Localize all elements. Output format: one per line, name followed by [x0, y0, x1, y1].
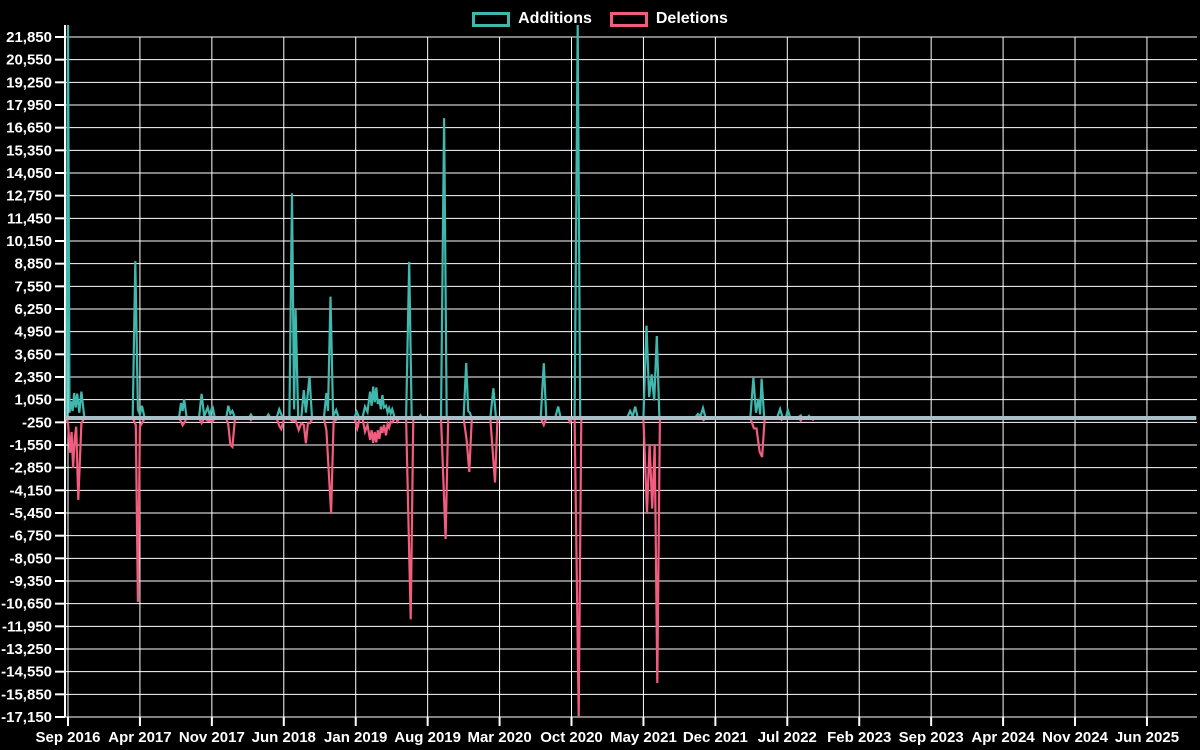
y-tick-label: 16,650 — [6, 120, 52, 137]
additions-swatch-icon — [472, 11, 511, 27]
y-tick-label: 7,550 — [14, 278, 52, 295]
y-tick-label: 20,550 — [6, 52, 52, 69]
x-tick-label: Nov 2017 — [179, 729, 245, 746]
x-tick-label: Sep 2016 — [35, 729, 100, 746]
y-tick-label: -5,450 — [9, 505, 52, 522]
y-tick-label: -1,550 — [9, 437, 52, 454]
y-tick-label: 3,650 — [14, 346, 52, 363]
y-tick-label: 1,050 — [14, 392, 52, 409]
y-tick-label: -14,550 — [1, 664, 52, 681]
y-tick-label: -15,850 — [1, 686, 52, 703]
y-tick-label: 4,950 — [14, 324, 52, 341]
legend-label-additions: Additions — [518, 10, 592, 27]
x-tick-label: Jan 2019 — [324, 729, 387, 746]
y-tick-label: -9,350 — [9, 573, 52, 590]
y-tick-label: -250 — [22, 414, 52, 431]
y-tick-label: -6,750 — [9, 528, 52, 545]
x-tick-label: Oct 2020 — [540, 729, 603, 746]
x-tick-label: Apr 2024 — [971, 729, 1035, 746]
y-tick-label: 15,350 — [6, 142, 52, 159]
additions-line — [65, 25, 1194, 420]
legend-label-deletions: Deletions — [655, 10, 728, 27]
y-tick-label: 21,850 — [6, 29, 52, 46]
y-tick-label: 19,250 — [6, 74, 52, 91]
y-tick-label: -13,250 — [1, 641, 52, 658]
x-tick-label: Sep 2023 — [899, 729, 964, 746]
y-tick-label: -11,950 — [2, 618, 52, 635]
deletions-swatch-icon — [609, 11, 648, 27]
x-tick-label: Jul 2022 — [758, 729, 817, 746]
y-tick-label: 8,850 — [14, 256, 52, 273]
x-tick-label: Nov 2024 — [1042, 729, 1109, 746]
y-tick-label: 12,750 — [6, 188, 52, 205]
x-tick-label: Jun 2018 — [252, 729, 316, 746]
x-tick-label: May 2021 — [610, 729, 677, 746]
x-tick-label: Aug 2019 — [394, 729, 461, 746]
y-tick-label: -10,650 — [1, 596, 52, 613]
x-tick-label: Mar 2020 — [467, 729, 531, 746]
y-tick-label: -8,050 — [9, 550, 52, 567]
y-tick-label: -4,150 — [9, 482, 52, 499]
y-tick-label: 10,150 — [6, 233, 52, 250]
x-tick-label: Feb 2023 — [827, 729, 891, 746]
y-tick-label: 2,350 — [14, 369, 52, 386]
x-tick-label: Dec 2021 — [683, 729, 748, 746]
legend-item-additions[interactable]: Additions — [472, 11, 592, 27]
y-tick-label: -2,850 — [9, 460, 52, 477]
x-tick-label: Jun 2025 — [1115, 729, 1179, 746]
chart-legend: Additions Deletions — [0, 6, 1200, 32]
x-tick-label: Apr 2017 — [108, 729, 171, 746]
y-tick-label: -17,150 — [1, 709, 52, 726]
y-tick-label: 11,450 — [7, 210, 52, 227]
y-tick-label: 14,050 — [6, 165, 52, 182]
y-tick-label: 6,250 — [14, 301, 52, 318]
y-tick-label: 17,950 — [6, 97, 52, 114]
legend-item-deletions[interactable]: Deletions — [609, 10, 728, 27]
